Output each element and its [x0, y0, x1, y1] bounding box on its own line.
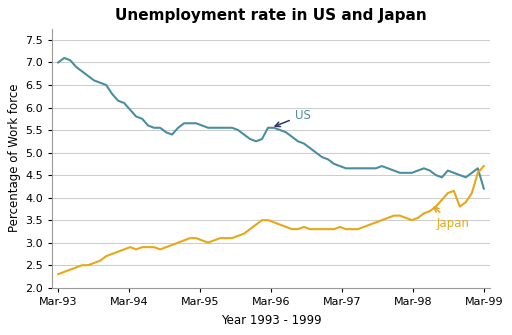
Title: Unemployment rate in US and Japan: Unemployment rate in US and Japan	[115, 8, 427, 23]
X-axis label: Year 1993 - 1999: Year 1993 - 1999	[221, 314, 322, 327]
Y-axis label: Percentage of Work force: Percentage of Work force	[8, 84, 22, 232]
Text: Japan: Japan	[434, 207, 470, 230]
Text: US: US	[275, 109, 310, 127]
